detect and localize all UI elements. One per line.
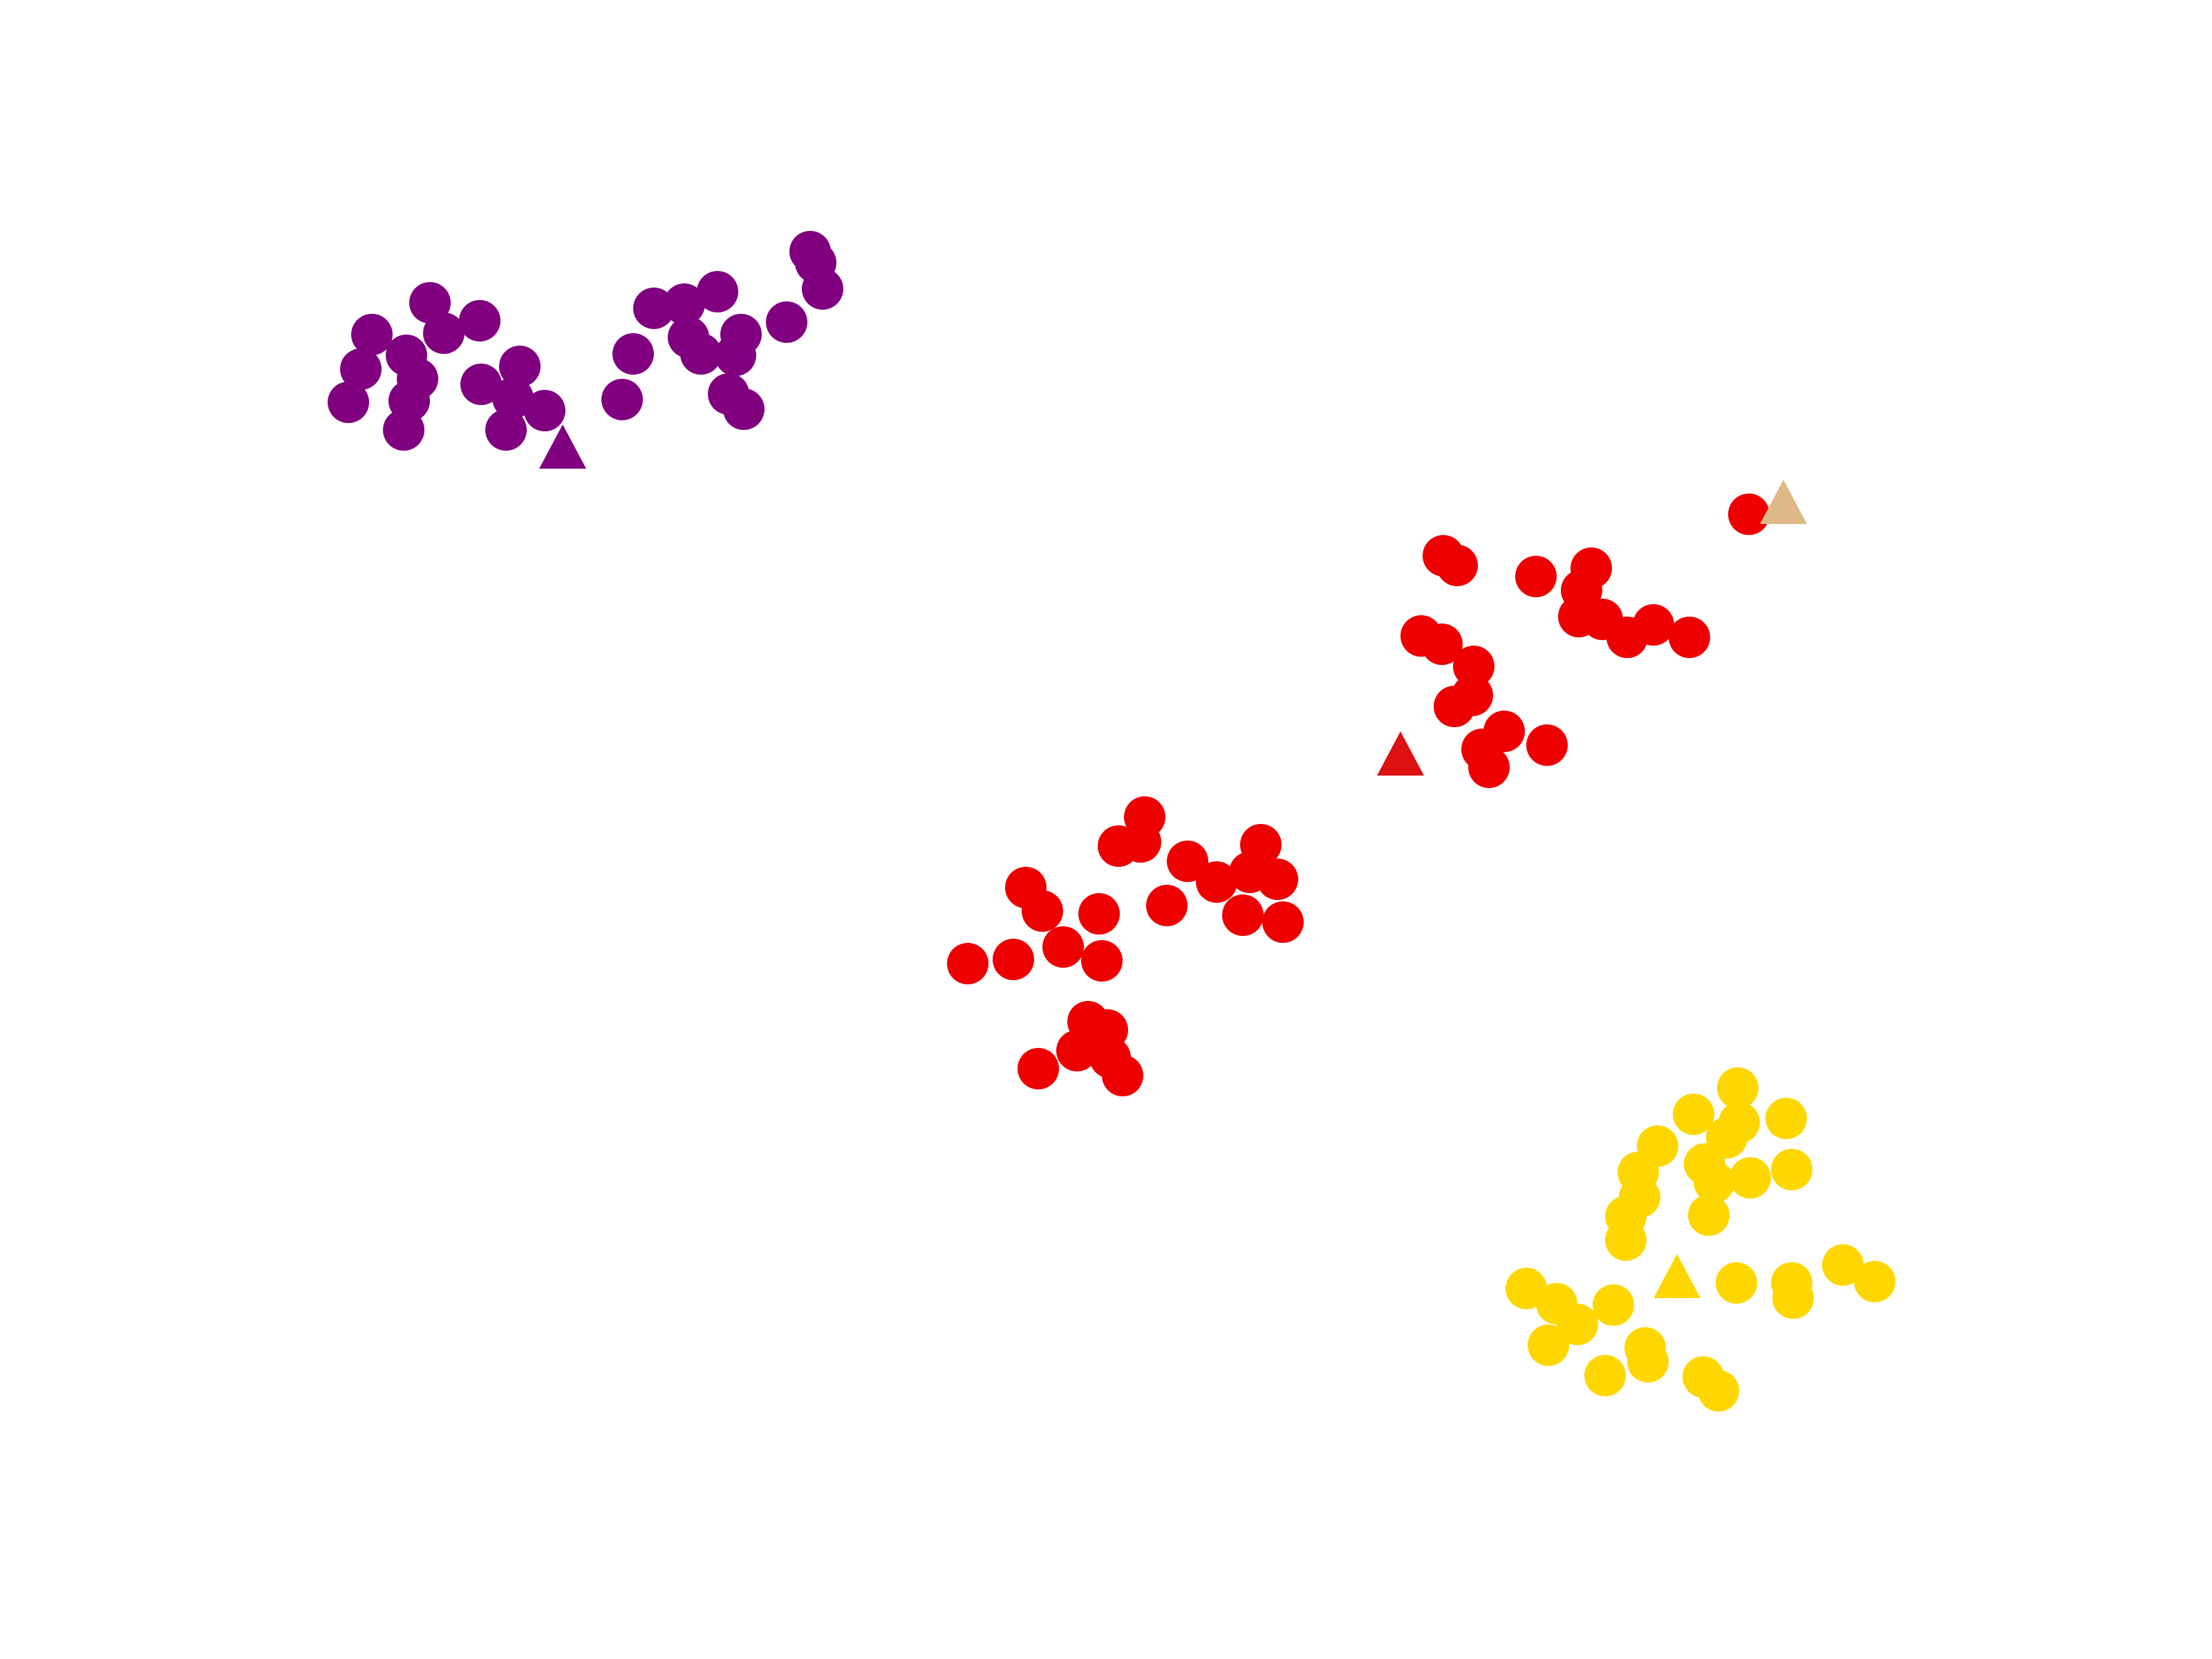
yellow-circle-point bbox=[1694, 1161, 1735, 1203]
red-circle-point bbox=[993, 939, 1034, 980]
red-circle-point bbox=[1018, 1048, 1059, 1089]
yellow-circle-point bbox=[1772, 1277, 1814, 1319]
purple-circle-point bbox=[802, 268, 843, 310]
yellow-circle-point bbox=[1765, 1098, 1807, 1139]
red-circle-point bbox=[1436, 545, 1478, 586]
yellow-circle-point bbox=[1698, 1370, 1739, 1412]
red-circle-point bbox=[1240, 824, 1282, 865]
red-circle-point bbox=[1633, 604, 1674, 646]
red-circle-point bbox=[1146, 885, 1188, 926]
red-circle-point bbox=[1102, 1055, 1143, 1096]
red-circle-point bbox=[1042, 926, 1084, 968]
red-circle-point bbox=[1421, 624, 1463, 665]
tan-triangle-marker bbox=[1760, 480, 1807, 524]
purple-circle-point bbox=[460, 364, 502, 405]
purple-circle-point bbox=[485, 409, 527, 451]
yellow-circle-point bbox=[1605, 1219, 1647, 1261]
yellow-circle-point bbox=[1557, 1304, 1598, 1345]
data-marks bbox=[328, 231, 1895, 1412]
purple-circle-point bbox=[720, 314, 762, 355]
purple-circle-point bbox=[340, 348, 382, 390]
red-circle-point bbox=[1434, 686, 1475, 727]
red-circle-point bbox=[1124, 796, 1165, 838]
red-circle-point bbox=[947, 943, 988, 984]
yellow-circle-point bbox=[1717, 1067, 1759, 1109]
yellow-circle-point bbox=[1673, 1094, 1714, 1135]
purple-circle-point bbox=[680, 333, 722, 375]
purple-circle-point bbox=[766, 301, 807, 343]
purple-circle-point bbox=[499, 346, 541, 387]
red-circle-point bbox=[1196, 861, 1237, 903]
red-centroid-triangle-marker bbox=[1377, 731, 1424, 776]
purple-circle-point bbox=[459, 300, 500, 341]
red-circle-point bbox=[1468, 747, 1510, 788]
red-circle-point bbox=[1728, 494, 1770, 535]
yellow-circle-point bbox=[1627, 1341, 1669, 1382]
red-circle-point bbox=[1222, 894, 1264, 936]
yellow-circle-point bbox=[1822, 1244, 1864, 1286]
red-circle-point bbox=[1081, 940, 1123, 982]
red-circle-point bbox=[1515, 556, 1557, 597]
purple-triangle-marker bbox=[539, 424, 586, 469]
yellow-circle-point bbox=[1854, 1261, 1895, 1302]
purple-circle-point bbox=[386, 335, 427, 376]
yellow-circle-point bbox=[1771, 1149, 1812, 1190]
red-circle-point bbox=[1022, 890, 1063, 932]
purple-circle-point bbox=[612, 333, 654, 375]
red-circle-point bbox=[1167, 841, 1208, 882]
yellow-triangle-marker bbox=[1653, 1254, 1700, 1298]
red-circle-point bbox=[1257, 859, 1298, 900]
purple-circle-point bbox=[601, 379, 643, 420]
purple-circle-point bbox=[492, 377, 534, 419]
yellow-circle-point bbox=[1688, 1194, 1730, 1236]
yellow-circle-point bbox=[1593, 1284, 1634, 1326]
yellow-circle-point bbox=[1716, 1262, 1757, 1304]
yellow-circle-point bbox=[1730, 1157, 1771, 1199]
purple-circle-point bbox=[664, 283, 705, 325]
purple-circle-point bbox=[723, 388, 765, 430]
purple-circle-point bbox=[423, 312, 465, 354]
yellow-circle-point bbox=[1528, 1324, 1569, 1366]
red-circle-point bbox=[1262, 901, 1304, 943]
red-circle-point bbox=[1526, 724, 1568, 766]
yellow-circle-point bbox=[1584, 1355, 1626, 1396]
purple-circle-point bbox=[328, 382, 369, 423]
red-circle-point bbox=[1078, 893, 1120, 935]
purple-circle-point bbox=[351, 314, 393, 355]
purple-circle-point bbox=[633, 288, 675, 329]
purple-circle-point bbox=[697, 271, 738, 312]
purple-circle-point bbox=[524, 390, 565, 431]
red-circle-point bbox=[1669, 617, 1710, 658]
